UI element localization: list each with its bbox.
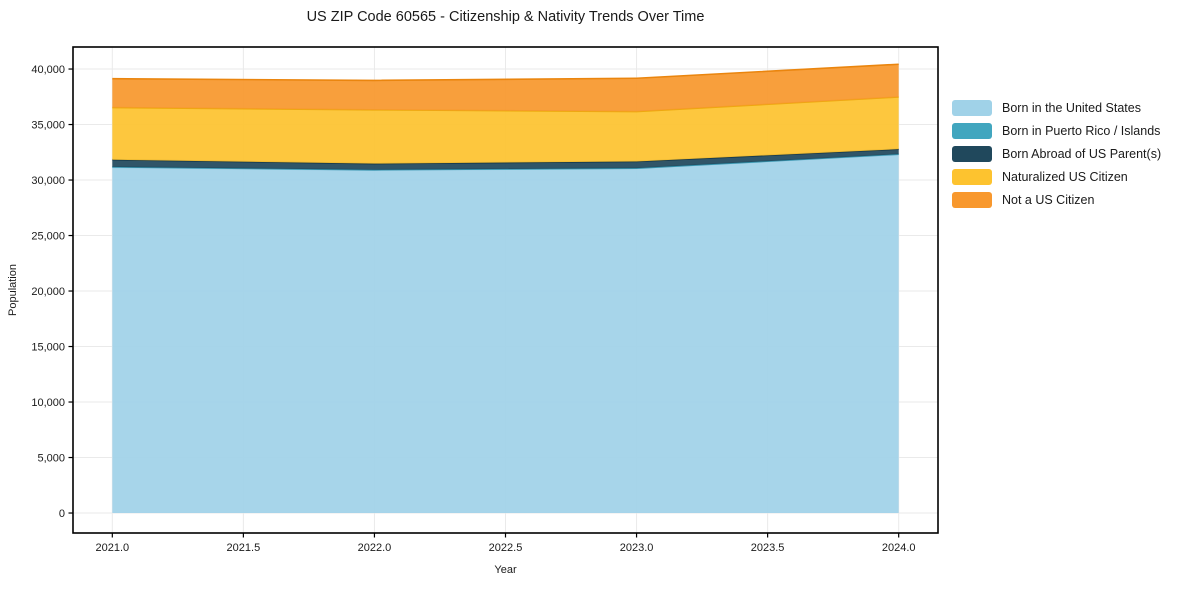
area-5 (112, 64, 899, 112)
y-tick-label: 30,000 (31, 175, 65, 187)
legend: Born in the United States Born in Puerto… (952, 100, 1161, 208)
legend-item: Born in Puerto Rico / Islands (952, 123, 1161, 139)
x-tick-label: 2023.0 (620, 542, 654, 554)
legend-swatch (952, 146, 992, 162)
area-1 (112, 154, 899, 514)
y-tick-label: 5,000 (37, 452, 65, 464)
legend-label: Born Abroad of US Parent(s) (1002, 147, 1162, 161)
legend-swatch (952, 192, 992, 208)
x-tick-label: 2021.0 (95, 542, 129, 554)
area-edge-2 (112, 153, 899, 171)
x-tick-label: 2023.5 (751, 542, 785, 554)
y-tick-label: 40,000 (31, 64, 65, 76)
x-tick-label: 2022.5 (489, 542, 523, 554)
area-edge-5 (112, 63, 899, 82)
area-4 (112, 97, 899, 164)
legend-label: Not a US Citizen (1002, 193, 1095, 207)
legend-swatch (952, 100, 992, 116)
x-tick-label: 2021.5 (227, 542, 261, 554)
legend-label: Born in the United States (1002, 101, 1141, 115)
legend-item: Born in the United States (952, 100, 1161, 116)
legend-label: Naturalized US Citizen (1002, 170, 1128, 184)
y-tick-label: 20,000 (31, 286, 65, 298)
chart-title: US ZIP Code 60565 - Citizenship & Nativi… (306, 9, 705, 25)
y-tick-label: 0 (59, 508, 65, 520)
y-tick-label: 10,000 (31, 397, 65, 409)
legend-label: Born in Puerto Rico / Islands (1002, 124, 1161, 138)
legend-swatch (952, 123, 992, 139)
legend-swatch (952, 169, 992, 185)
x-axis-label: Year (494, 564, 517, 576)
legend-item: Not a US Citizen (952, 192, 1161, 208)
y-axis-label: Population (7, 264, 19, 316)
y-tick-label: 35,000 (31, 119, 65, 131)
x-tick-label: 2024.0 (882, 542, 916, 554)
y-tick-label: 15,000 (31, 341, 65, 353)
legend-item: Naturalized US Citizen (952, 169, 1161, 185)
y-tick-label: 25,000 (31, 230, 65, 242)
x-tick-label: 2022.0 (358, 542, 392, 554)
legend-item: Born Abroad of US Parent(s) (952, 146, 1161, 162)
area-3 (112, 149, 899, 170)
